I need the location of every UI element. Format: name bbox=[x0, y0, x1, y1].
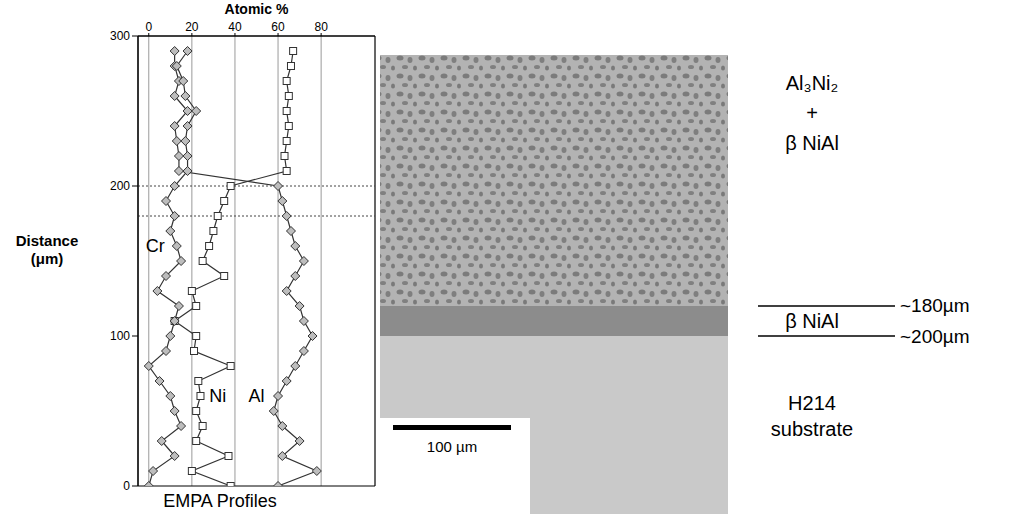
svg-text:Cr: Cr bbox=[146, 236, 165, 256]
svg-text:β NiAl: β NiAl bbox=[785, 132, 839, 154]
svg-text:0: 0 bbox=[123, 479, 130, 493]
svg-text:20: 20 bbox=[185, 20, 199, 34]
svg-text:~180µm: ~180µm bbox=[900, 295, 970, 316]
svg-text:200: 200 bbox=[110, 179, 130, 193]
svg-text:40: 40 bbox=[228, 20, 242, 34]
html-text:Atomic %: Atomic % bbox=[224, 1, 289, 17]
svg-text:substrate: substrate bbox=[771, 418, 853, 440]
html-text:(μm): (μm) bbox=[30, 250, 64, 267]
svg-text:β NiAl: β NiAl bbox=[785, 310, 839, 332]
svg-text:80: 80 bbox=[314, 20, 328, 34]
html-text:EMPA Profiles: EMPA Profiles bbox=[163, 491, 277, 511]
svg-text:Ni: Ni bbox=[209, 386, 226, 406]
svg-text:H214: H214 bbox=[788, 392, 836, 414]
svg-text:~200µm: ~200µm bbox=[900, 326, 970, 347]
svg-text:Al: Al bbox=[248, 386, 264, 406]
svg-text:100: 100 bbox=[110, 329, 130, 343]
svg-text:300: 300 bbox=[110, 29, 130, 43]
svg-text:100 µm: 100 µm bbox=[427, 438, 477, 455]
svg-text:0: 0 bbox=[145, 20, 152, 34]
svg-text:+: + bbox=[806, 102, 818, 124]
svg-text:Al₃Ni₂: Al₃Ni₂ bbox=[786, 72, 839, 94]
html-text:Distance: Distance bbox=[15, 232, 79, 249]
svg-text:60: 60 bbox=[271, 20, 285, 34]
